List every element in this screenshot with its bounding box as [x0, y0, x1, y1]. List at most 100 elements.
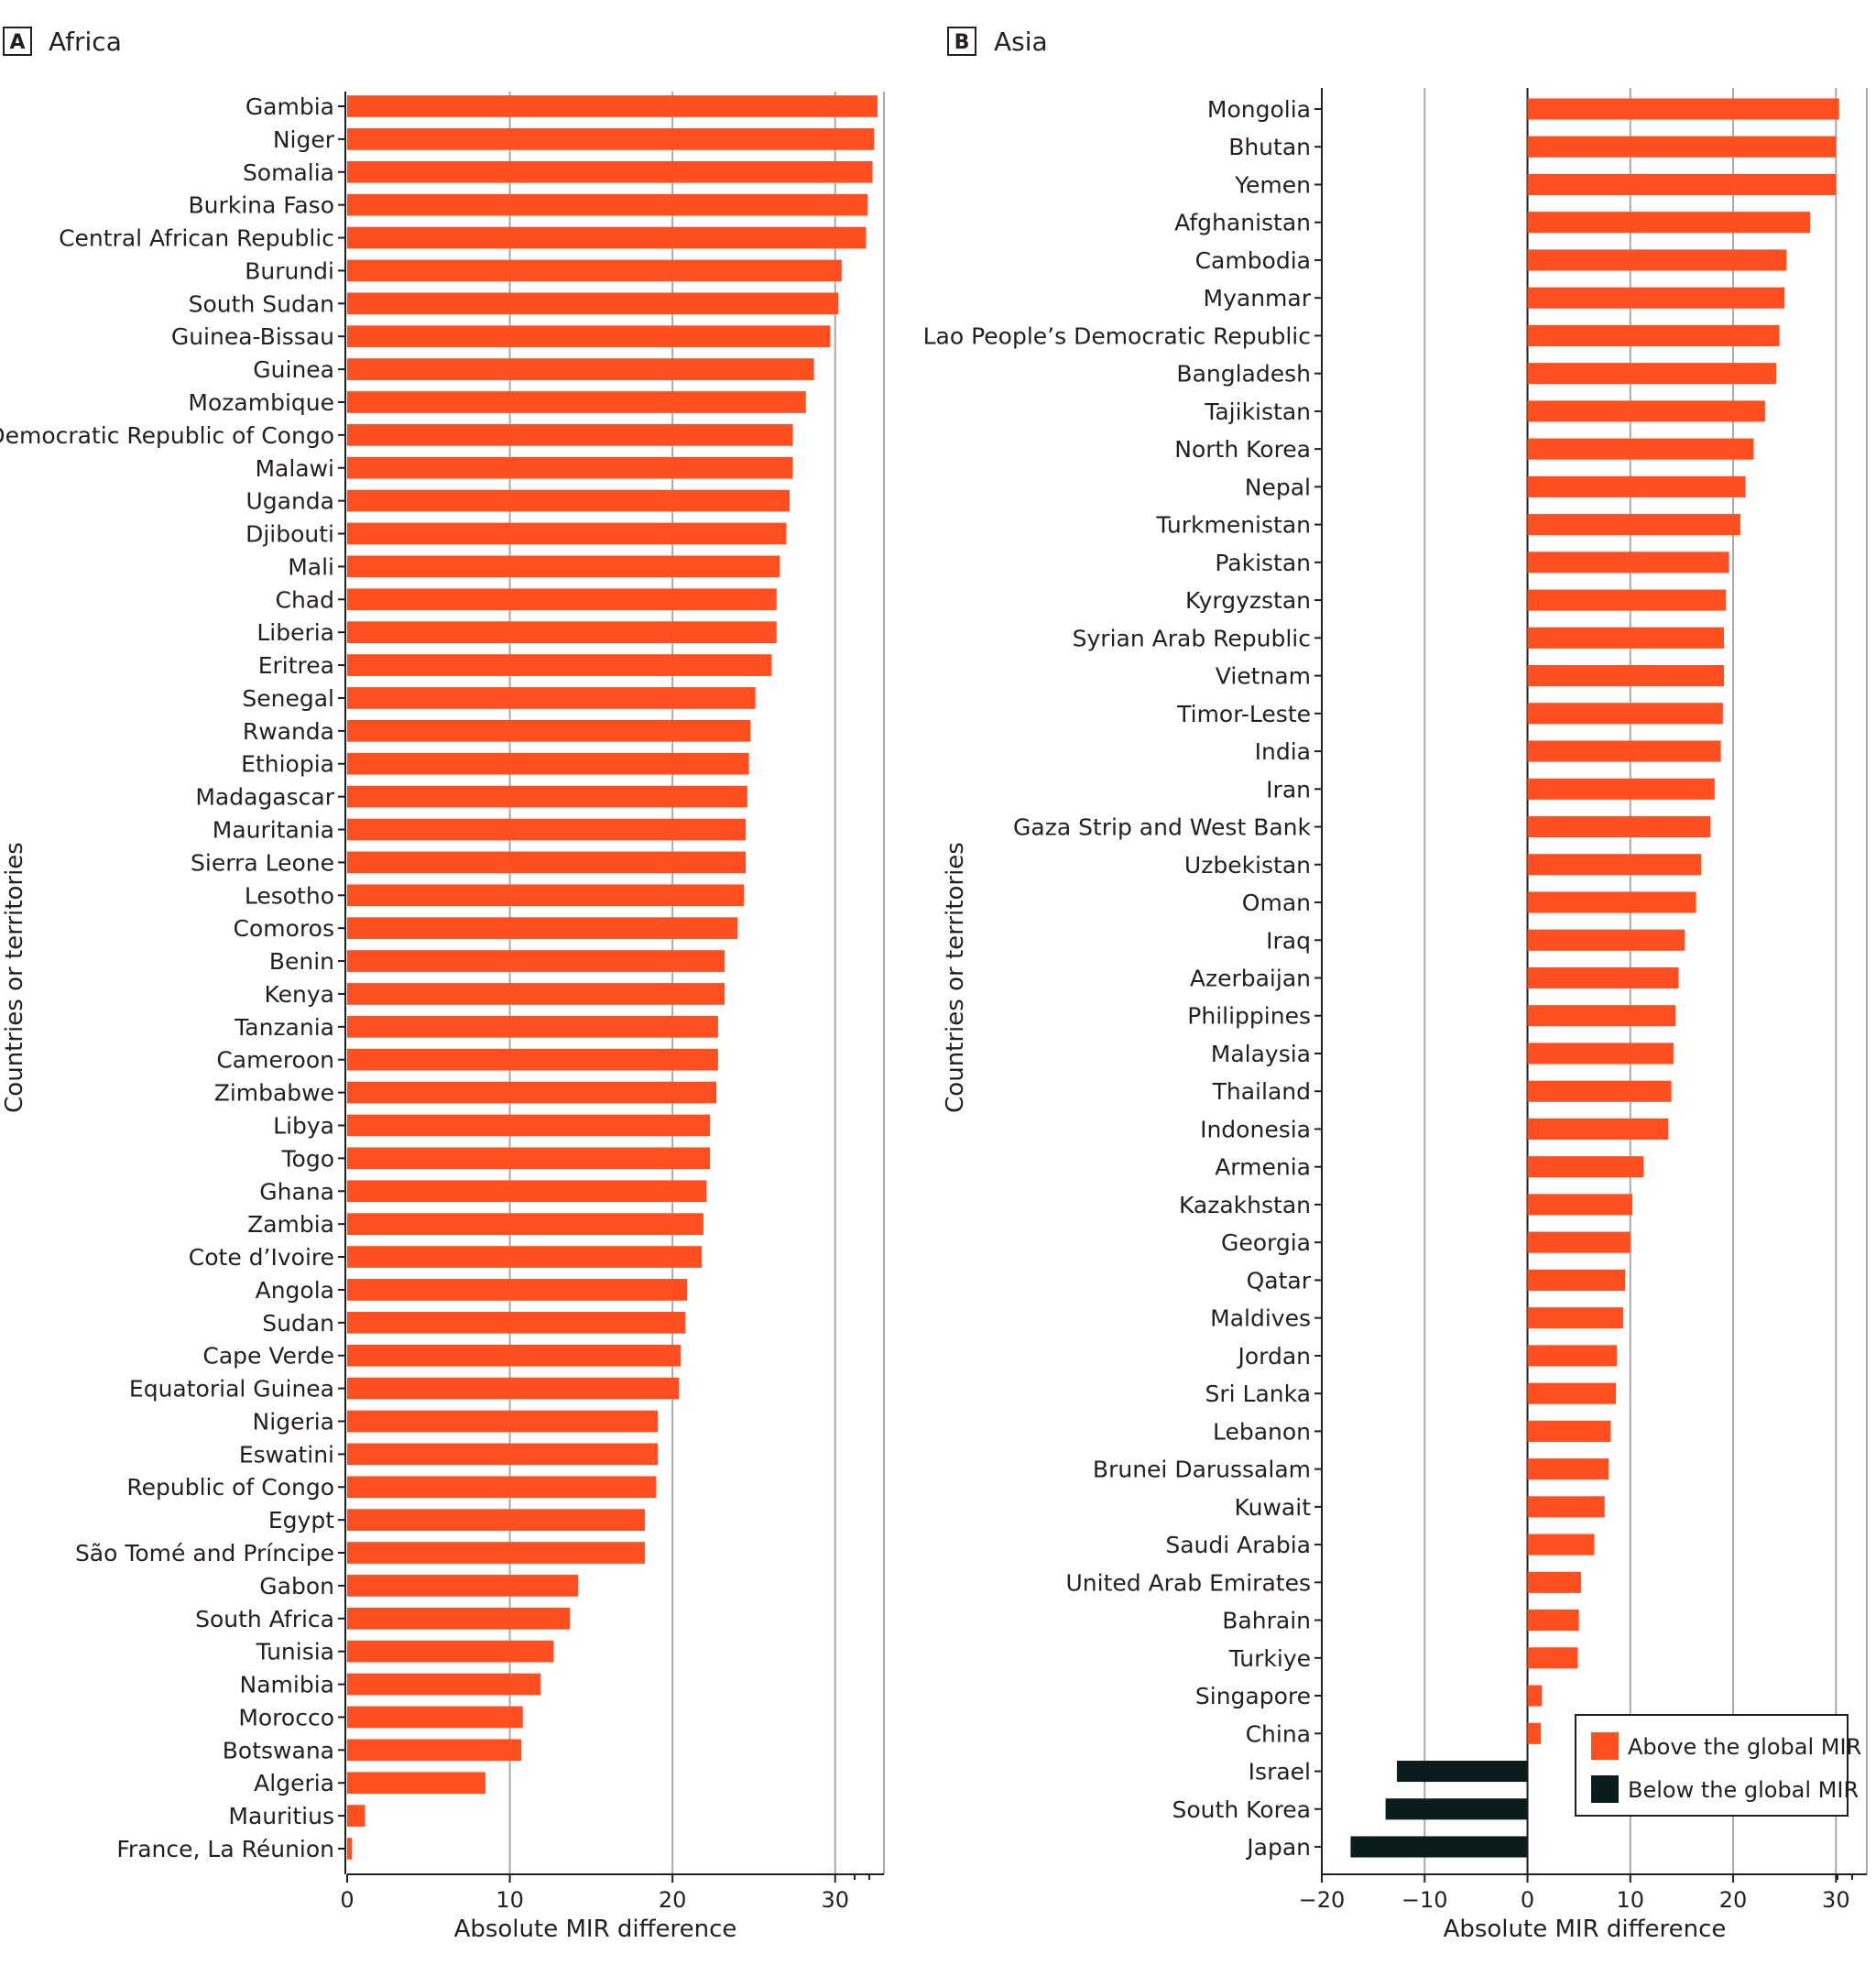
panel-a-category-label-comoros: Comoros [234, 915, 334, 942]
panel-b-bar-nepal [1527, 475, 1746, 497]
panel-a-letter: A [9, 31, 25, 54]
legend-swatch-above [1591, 1732, 1619, 1760]
panel-a-bar-ethiopia [347, 752, 749, 775]
panel-b-category-label-japan: Japan [1245, 1834, 1311, 1861]
panel-b-category-label-nepal: Nepal [1245, 474, 1311, 500]
panel-a-category-label-mauritania: Mauritania [213, 817, 334, 844]
panel-b-category-label-azerbaijan: Azerbaijan [1190, 966, 1311, 992]
panel-b-bar-cambodia [1527, 249, 1787, 271]
panel-a-category-label-ghana: Ghana [259, 1178, 334, 1205]
panel-b-category-label-armenia: Armenia [1215, 1154, 1311, 1181]
panel-a-bar-tunisia [347, 1640, 554, 1663]
panel-a-letter-box [3, 27, 32, 56]
panel-a-category-label-eswatini: Eswatini [239, 1441, 334, 1468]
panel-b-bar-lao-people-s-democratic-republic [1527, 324, 1780, 346]
panel-b-y-axis-title: Countries or territories [942, 842, 969, 1113]
panel-a-category-label-egypt: Egypt [268, 1507, 334, 1534]
legend: Above the global MIR Below the global MI… [1575, 1714, 1861, 1817]
panel-a-category-label-mozambique: Mozambique [188, 389, 334, 416]
panel-a-africa: Gambia Niger Somalia Burkina Faso Central Af… [0, 92, 885, 1943]
panel-b-letter-box [947, 27, 976, 56]
panel-b-bar-mongolia [1527, 98, 1839, 120]
panel-a-category-label-sudan: Sudan [262, 1310, 334, 1337]
panel-b-category-label-syrian-arab-republic: Syrian Arab Republic [1073, 625, 1311, 651]
panel-b-x-tick-label-10: −10 [1402, 1887, 1448, 1913]
legend-label-below: Below the global MIR [1628, 1777, 1859, 1803]
panel-a-bar-ghana [347, 1180, 707, 1203]
panel-a-category-label-ethiopia: Ethiopia [241, 751, 334, 778]
panel-a-bar-mauritania [347, 818, 747, 841]
panel-a-category-label-central-african-republic: Central African Republic [59, 225, 334, 252]
panel-b-bar-myanmar [1527, 287, 1785, 309]
panel-b-category-label-india: India [1255, 738, 1311, 765]
panel-a-bar-algeria [347, 1772, 485, 1795]
panel-a-bar-zambia [347, 1213, 704, 1235]
panel-b-category-label-cambodia: Cambodia [1195, 247, 1311, 274]
panel-b-category-label-uzbekistan: Uzbekistan [1184, 852, 1311, 879]
panel-a-bar-egypt [347, 1509, 645, 1531]
panel-b-category-label-myanmar: Myanmar [1204, 285, 1312, 311]
panel-b-category-label-gaza-strip-and-west-bank: Gaza Strip and West Bank [1013, 814, 1311, 841]
panel-a-bar-chad [347, 588, 777, 611]
panel-a-category-label-democratic-republic-of-congo: Democratic Republic of Congo [0, 422, 334, 449]
panel-b-category-label-south-korea: South Korea [1172, 1796, 1311, 1823]
panel-a-bar-tanzania [347, 1015, 718, 1038]
panel-a-category-label-uganda: Uganda [245, 488, 334, 515]
panel-a-category-label-liberia: Liberia [256, 619, 334, 646]
panel-a-bar-central-african-republic [347, 226, 867, 249]
panel-a-bar-mali [347, 555, 780, 578]
panel-a-bar-morocco [347, 1706, 523, 1729]
panel-b-category-label-saudi-arabia: Saudi Arabia [1165, 1532, 1311, 1558]
panel-a-bar-mozambique [347, 391, 806, 413]
panel-a-x-axis-title: Absolute MIR difference [454, 1916, 737, 1943]
panel-b-category-label-israel: Israel [1249, 1759, 1311, 1785]
panel-b-category-label-north-korea: North Korea [1174, 436, 1311, 463]
panel-a-category-label-namibia: Namibia [240, 1672, 334, 1698]
panel-a-bar-uganda [347, 489, 791, 512]
panel-b-bar-pakistan [1527, 551, 1729, 573]
panel-a-bar-burkina-faso [347, 193, 868, 216]
panel-a-x-tick-label-0: 0 [340, 1887, 354, 1913]
panel-a-category-label-mauritius: Mauritius [228, 1803, 334, 1829]
panel-a-bar-democratic-republic-of-congo [347, 424, 793, 446]
panel-a-category-label-zimbabwe: Zimbabwe [214, 1080, 334, 1107]
panel-a-category-label-eritrea: Eritrea [258, 652, 334, 679]
panel-a-bar-namibia [347, 1673, 541, 1696]
panel-b-bar-south-korea [1385, 1798, 1528, 1820]
panel-a-category-label-togo: Togo [281, 1145, 334, 1172]
panel-a-bar-libya [347, 1114, 710, 1137]
panel-a-category-label-somalia: Somalia [243, 159, 334, 186]
panel-b-category-label-philippines: Philippines [1187, 1003, 1311, 1030]
panel-a-bar-nigeria [347, 1410, 659, 1433]
panel-b-category-label-tajikistan: Tajikistan [1204, 398, 1311, 425]
legend-swatch-below [1591, 1775, 1619, 1803]
panel-a-category-label-senegal: Senegal [242, 685, 334, 712]
panel-b-bar-afghanistan [1527, 212, 1811, 234]
panel-a-bar-kenya [347, 983, 725, 1005]
panel-b-category-label-kyrgyzstan: Kyrgyzstan [1185, 587, 1311, 614]
panel-a-category-label-madagascar: Madagascar [195, 784, 334, 811]
panel-a-bar-guinea [347, 358, 814, 380]
panel-a-header: A Africa [3, 27, 122, 57]
panel-b-bar-bangladesh [1527, 363, 1777, 385]
panel-b-x-tick-label-0: 0 [1521, 1887, 1534, 1913]
panel-b-category-label-china: China [1246, 1720, 1311, 1747]
panel-a-bar-djibouti [347, 522, 787, 545]
panel-b-bar-yemen [1527, 173, 1837, 196]
panel-b-category-label-bangladesh: Bangladesh [1176, 361, 1311, 388]
panel-a-category-label-burundi: Burundi [245, 257, 334, 284]
panel-b-bar-sri-lanka [1527, 1382, 1617, 1404]
panel-b-bar-turkiye [1527, 1647, 1578, 1669]
panel-a-category-label-zambia: Zambia [247, 1211, 334, 1238]
panel-a-bar-cape-verde [347, 1344, 682, 1367]
panel-b-category-label-united-arab-emirates: United Arab Emirates [1065, 1569, 1311, 1596]
panel-b-category-label-bhutan: Bhutan [1228, 134, 1311, 160]
panel-a-x-tick-label-10: 10 [496, 1887, 524, 1913]
panel-a-bar-rwanda [347, 720, 751, 742]
panel-a-category-label-tunisia: Tunisia [256, 1639, 334, 1665]
panel-b-category-label-yemen: Yemen [1234, 171, 1311, 198]
panel-a-category-label-cote-d-ivoire: Cote d’Ivoire [189, 1244, 334, 1271]
panel-a-category-label-south-africa: South Africa [195, 1606, 334, 1632]
panel-a-category-label-benin: Benin [269, 948, 334, 975]
panel-b-title: Asia [994, 27, 1048, 57]
